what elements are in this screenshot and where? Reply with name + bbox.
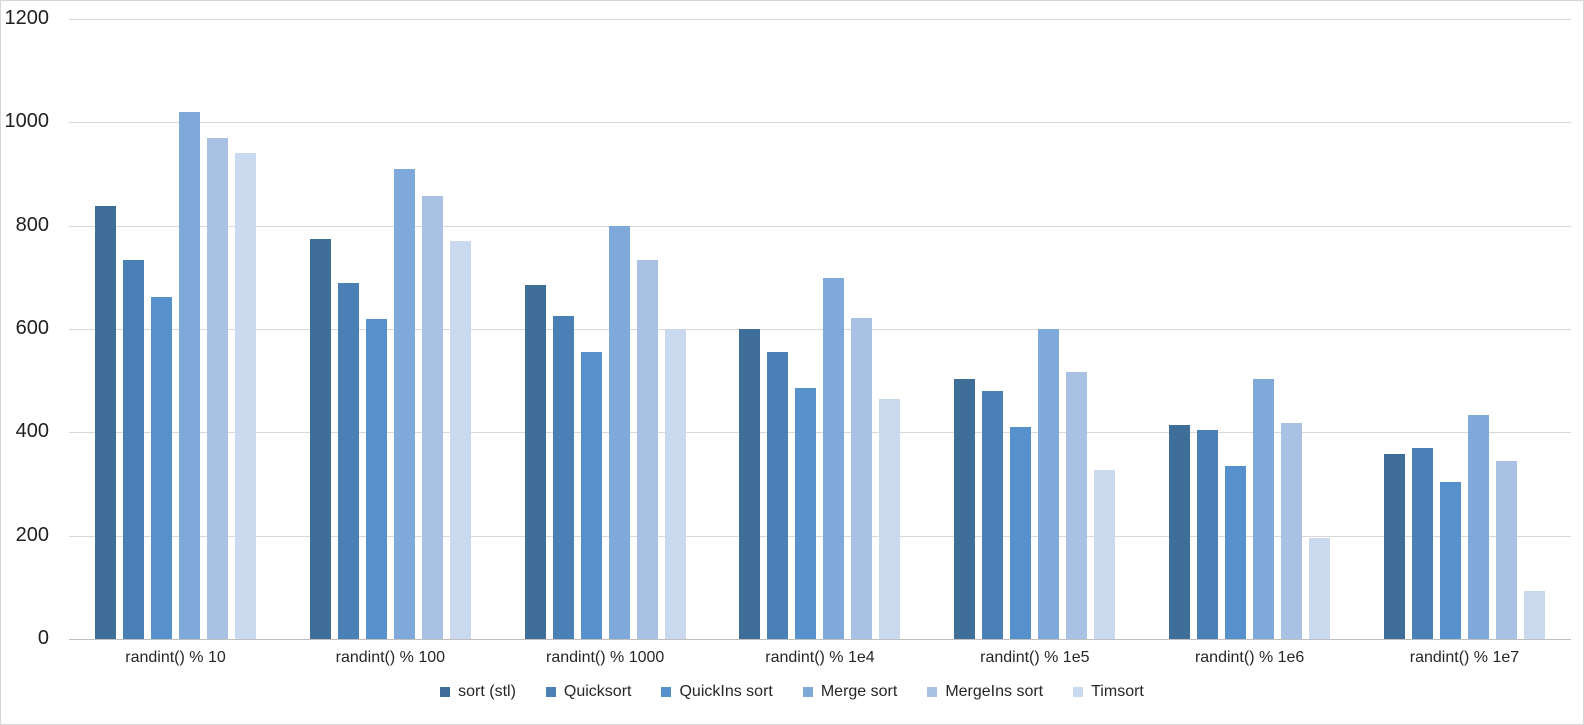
legend-swatch-icon	[802, 687, 813, 697]
y-axis-tick-label: 0	[37, 627, 49, 650]
bar	[767, 352, 789, 639]
legend-label: Quicksort	[563, 683, 632, 700]
gridline-400	[69, 432, 1571, 434]
legend-swatch-icon	[1073, 687, 1084, 697]
bar	[337, 282, 359, 639]
bar-group-4	[739, 19, 901, 639]
x-axis-label: randint() % 100	[335, 649, 446, 666]
bar	[851, 317, 873, 639]
legend-item: Timsort	[1073, 683, 1144, 701]
bar	[421, 195, 443, 639]
x-axis-label: randint() % 1e5	[980, 649, 1090, 666]
legend-item: sort (stl)	[440, 683, 516, 701]
x-axis-label: randint() % 1e4	[765, 649, 875, 666]
bar	[1225, 465, 1247, 639]
bar	[235, 152, 256, 639]
legend-label: MergeIns sort	[945, 683, 1044, 700]
legend-item: Merge sort	[802, 683, 898, 701]
bar-group-1	[95, 19, 256, 639]
y-axis-tick-label: 1000	[4, 110, 50, 133]
gridline-200	[69, 535, 1571, 537]
bar	[1467, 415, 1489, 639]
bar	[1197, 429, 1219, 639]
x-axis-label: randint() % 1e7	[1409, 649, 1520, 666]
legend-label: Timsort	[1091, 683, 1144, 700]
bar	[393, 168, 415, 639]
bar	[739, 329, 761, 639]
bar-groups	[69, 19, 1571, 639]
bar	[207, 137, 228, 639]
bar	[309, 238, 331, 639]
legend-swatch-icon	[545, 687, 556, 697]
bar	[1253, 379, 1275, 639]
gridline-1200	[69, 19, 1571, 20]
x-axis-label: randint() % 1000	[546, 649, 665, 666]
bar	[1281, 422, 1303, 639]
gridline-1000	[69, 122, 1571, 124]
legend-label: QuickIns sort	[679, 683, 773, 700]
bar-group-2	[309, 19, 471, 639]
bar	[795, 387, 817, 639]
y-axis-tick-label: 200	[15, 523, 49, 546]
legend-label: Merge sort	[820, 683, 898, 700]
bar	[524, 285, 546, 639]
y-axis-tick-label: 600	[15, 317, 49, 340]
y-axis-tick-label: 400	[15, 420, 49, 443]
bar	[1038, 329, 1060, 639]
legend: sort (stl) Quicksort QuickIns sort Merge so…	[1, 683, 1583, 701]
bar	[982, 391, 1004, 639]
bar	[123, 259, 144, 639]
bar	[580, 351, 602, 639]
x-axis-label: randint() % 10	[125, 649, 226, 666]
gridline-800	[69, 225, 1571, 227]
bar	[1523, 591, 1545, 639]
bar	[552, 315, 574, 639]
gridline-600	[69, 329, 1571, 330]
bar	[608, 225, 630, 639]
bar	[1094, 469, 1116, 639]
bar	[1383, 454, 1405, 639]
legend-item: Quicksort	[545, 683, 632, 701]
bar	[1495, 460, 1517, 639]
bar	[1066, 371, 1088, 639]
bar	[1439, 482, 1461, 639]
legend-swatch-icon	[661, 687, 672, 697]
legend-label: sort (stl)	[458, 683, 516, 700]
bar	[636, 260, 658, 639]
legend-swatch-icon	[927, 687, 938, 697]
legend-swatch-icon	[440, 687, 451, 697]
x-axis: randint() % 10 randint() % 100 randint() %…	[69, 649, 1571, 667]
bar	[954, 379, 976, 639]
bar	[365, 318, 387, 639]
bar	[879, 399, 901, 639]
bar-group-7	[1383, 19, 1545, 639]
bar	[1309, 537, 1331, 639]
legend-item: QuickIns sort	[661, 683, 773, 701]
y-axis-tick-label: 800	[15, 213, 49, 236]
gridline-0	[69, 639, 1571, 640]
bar-group-5	[954, 19, 1116, 639]
y-axis-tick-label: 1200	[4, 7, 50, 30]
bar	[1411, 447, 1433, 639]
bar-group-3	[524, 19, 686, 639]
plot-area: 0 200 400 600 800 1000 1200	[5, 7, 1571, 649]
bar	[95, 206, 116, 639]
bar	[151, 296, 172, 639]
bar	[823, 278, 845, 639]
bar-group-6	[1169, 19, 1331, 639]
bar	[1169, 425, 1191, 639]
bar	[1010, 427, 1032, 639]
bar	[664, 329, 686, 639]
legend-item: MergeIns sort	[927, 683, 1043, 701]
x-axis-label: randint() % 1e6	[1194, 649, 1305, 666]
bar	[179, 112, 200, 639]
bar	[449, 241, 471, 639]
